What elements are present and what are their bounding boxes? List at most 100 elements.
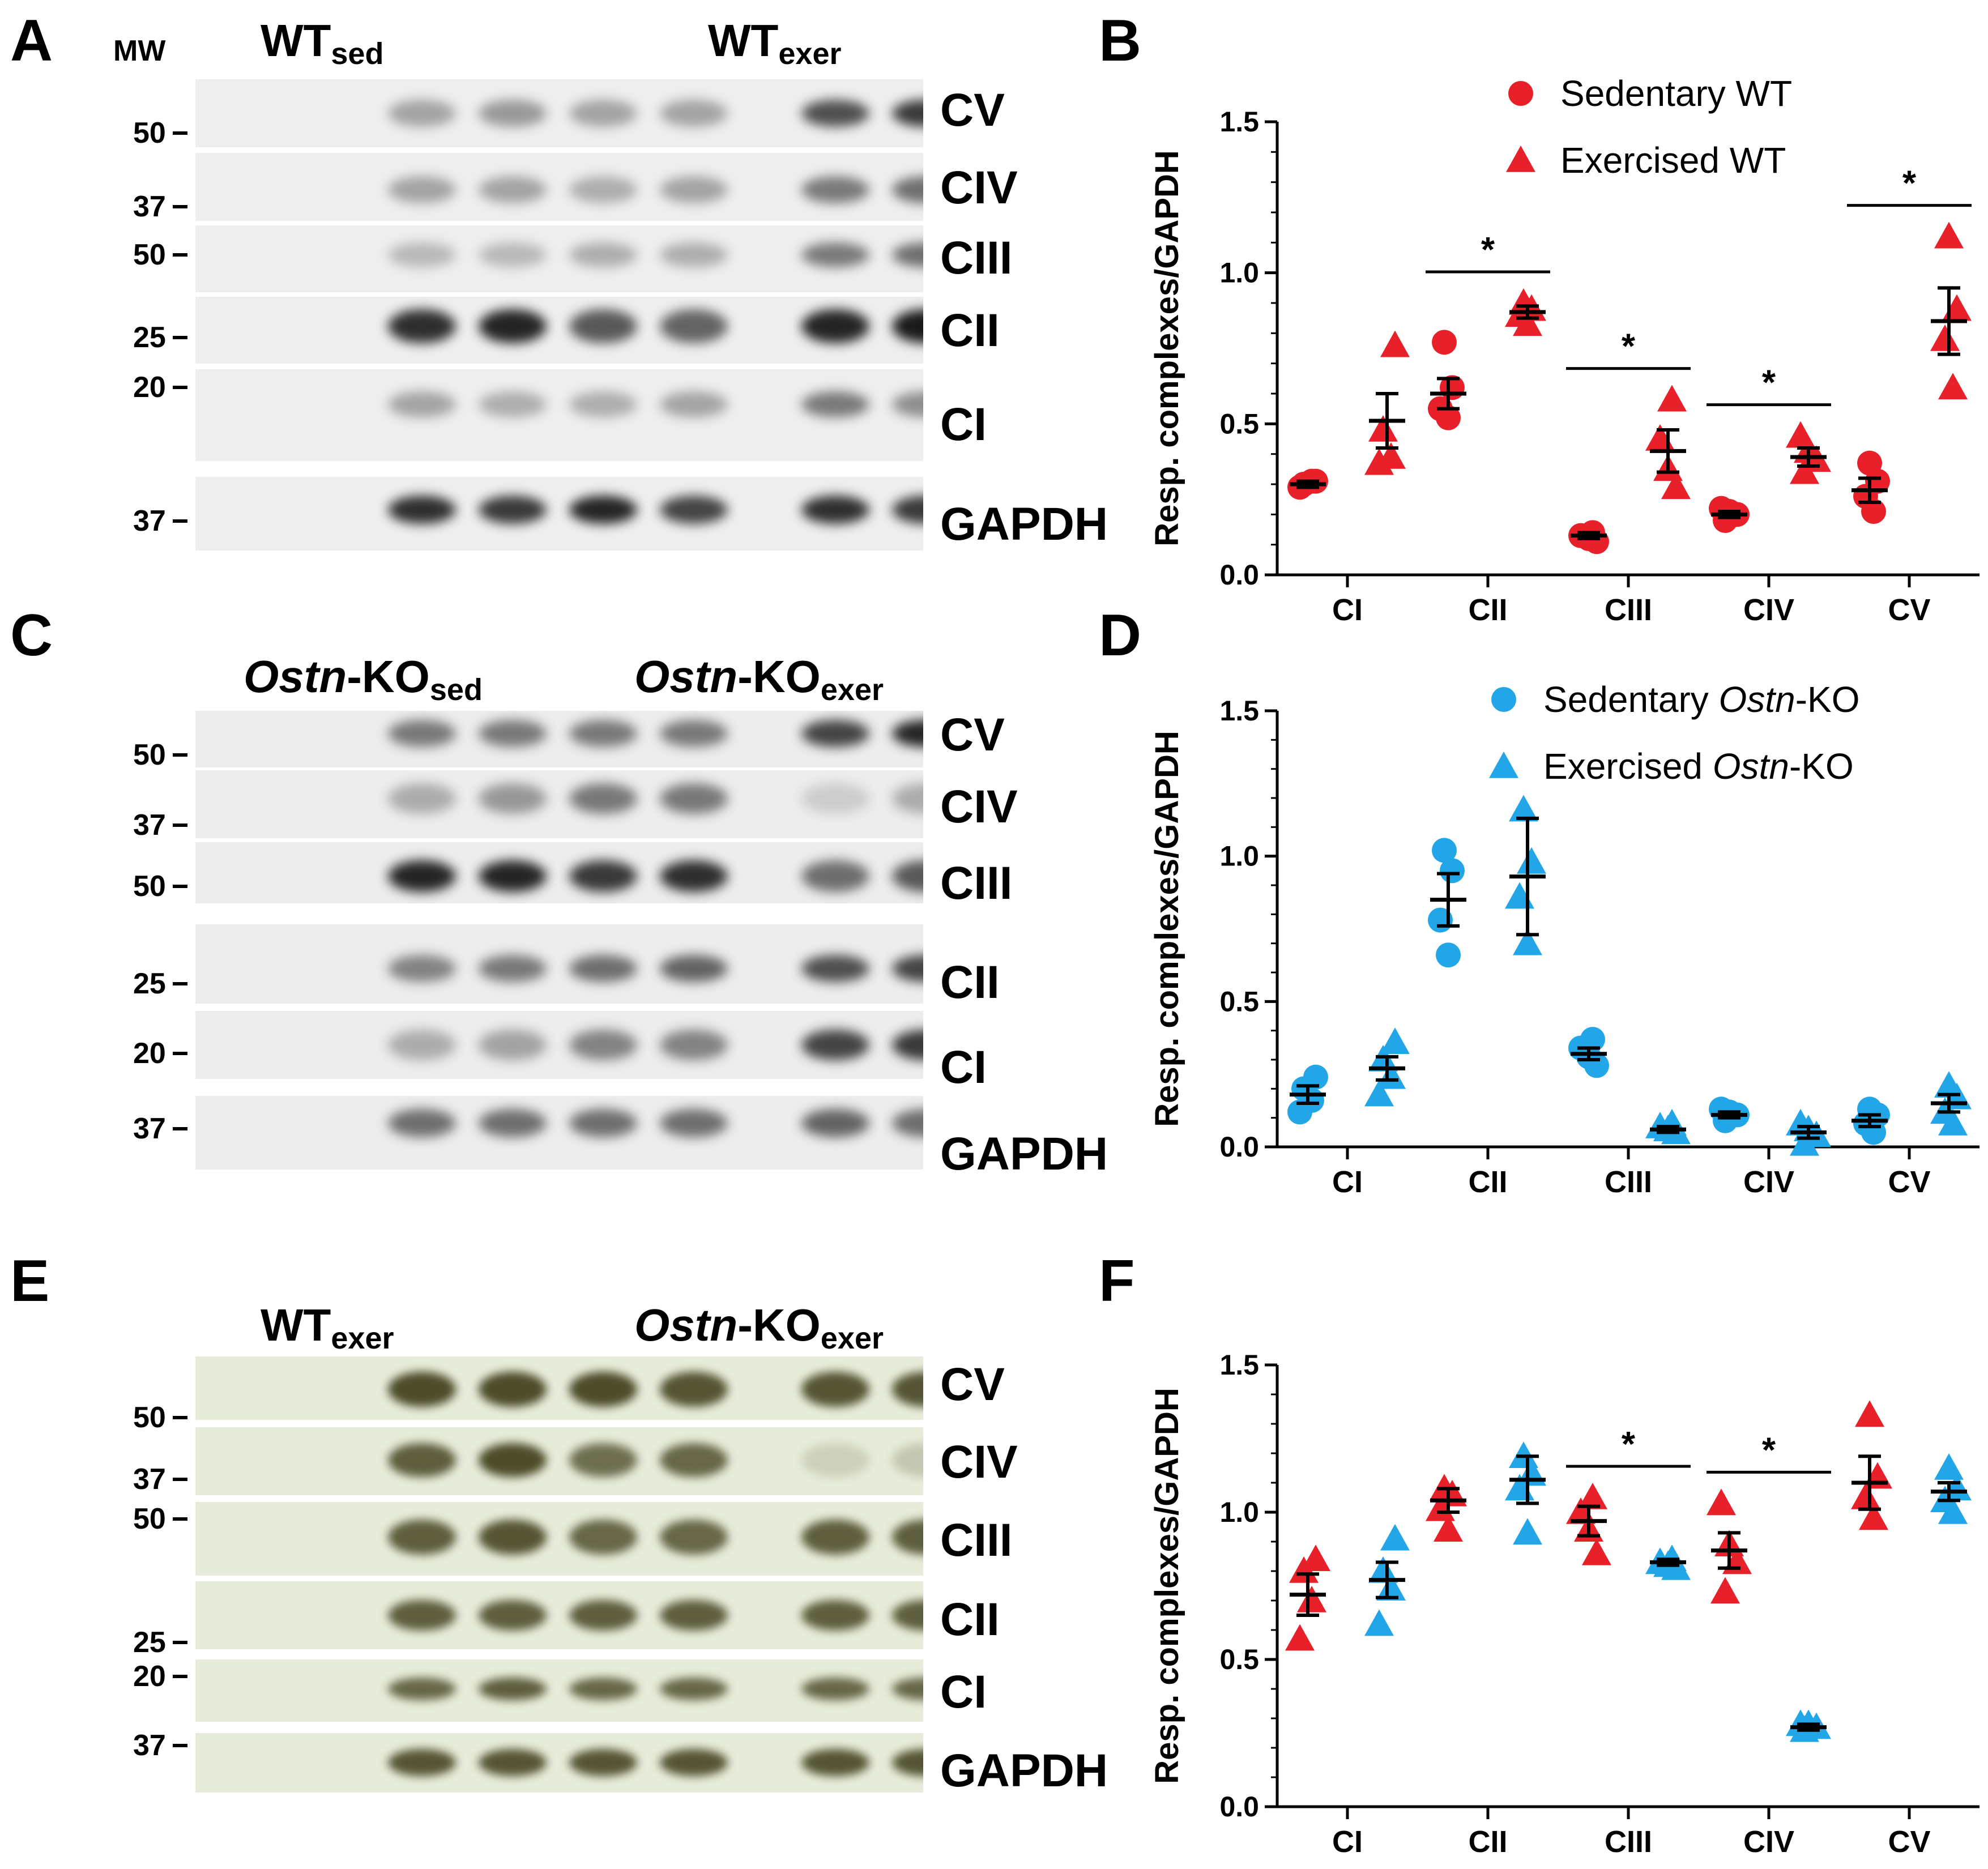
data-point-triangle [1707, 1488, 1736, 1516]
blot-band [660, 720, 728, 747]
blot-band [660, 860, 728, 892]
blot-band [479, 1678, 547, 1700]
blot-strip-cii [195, 1581, 923, 1649]
blot-band [660, 1372, 728, 1407]
mw-marker-label: 37 [133, 1463, 166, 1496]
blot-row-label-civ: CIV [940, 781, 1018, 833]
mw-header: MW [113, 35, 166, 67]
blot-row-label-gapdh: GAPDH [940, 1128, 1108, 1180]
data-point-triangle [1426, 1494, 1455, 1521]
data-point-triangle [1505, 882, 1534, 909]
blot-band [388, 1520, 456, 1555]
mw-marker-label: 37 [133, 505, 166, 537]
mw-marker-label: 37 [133, 1112, 166, 1145]
blot-strip-civ [195, 1427, 923, 1495]
scatter-chart-d: 0.0 0.5 1.0 1.5 CI CII CIII CIV CV Resp. complexe… [1149, 679, 1980, 1199]
data-point-circle [1436, 942, 1461, 968]
significance-star: * [1762, 364, 1776, 403]
data-point-triangle [1364, 1609, 1394, 1636]
blot-row-label-ci: CI [940, 1666, 987, 1718]
blot-band [801, 1749, 869, 1776]
blot-band [569, 1678, 637, 1700]
data-point-circle [1432, 838, 1457, 863]
group-label-wt-exer: WTexer [708, 15, 842, 71]
legend-marker-circle [1491, 687, 1516, 712]
x-tick-label: CIII [1605, 593, 1652, 627]
x-tick-label: CI [1332, 593, 1363, 627]
data-point-circle [1303, 1064, 1328, 1090]
group-label-ko-sed: Ostn-KOsed [244, 651, 483, 707]
blot-band [660, 391, 728, 417]
blot-row-label-ciii: CIII [940, 857, 1013, 909]
blot-band [388, 1749, 456, 1776]
blot-band [892, 1749, 923, 1776]
mw-marker-tick [173, 1675, 187, 1678]
x-tick-label: CV [1888, 593, 1930, 627]
blot-row-label-civ: CIV [940, 162, 1018, 214]
data-point-triangle [1509, 288, 1538, 315]
blot-band [892, 1678, 923, 1700]
data-point-triangle [1710, 1577, 1740, 1604]
mw-marker-tick [173, 1641, 187, 1644]
blot-strip-cv [195, 711, 923, 767]
y-tick-label: 1.5 [1219, 1349, 1259, 1381]
blot-band [801, 720, 869, 747]
blot-band [479, 100, 547, 127]
panel-letter-a: A [10, 8, 53, 74]
blot-band [479, 860, 547, 892]
x-tick-label: CIII [1605, 1825, 1652, 1859]
blot-band [479, 1443, 547, 1477]
blot-band [801, 1372, 869, 1407]
data-point-triangle [1297, 1586, 1326, 1612]
y-tick-label: 1.5 [1219, 106, 1259, 138]
mw-marker-tick [173, 753, 187, 757]
blot-band [569, 720, 637, 747]
blot-band [660, 1600, 728, 1631]
western-blot-e: WTexer Ostn-KOexer 50 CV 37 CIV 50 CIII 25 CII 2… [0, 1246, 1108, 1868]
blot-band [388, 100, 456, 127]
data-point-triangle [1859, 1503, 1888, 1530]
blot-band [801, 100, 869, 127]
legend-marker-triangle [1506, 146, 1535, 172]
data-point-triangle [1934, 1453, 1964, 1480]
blot-band [569, 860, 637, 892]
blot-band [892, 1030, 923, 1060]
western-blot-a: MW WTsed WTexer 50 CV 37 CIV 50 CIII 25 CII 20 CI… [0, 0, 1108, 566]
data-point-triangle [1513, 928, 1542, 955]
panel-letter-b: B [1099, 8, 1142, 74]
blot-band [569, 1030, 637, 1060]
data-point-triangle [1285, 1624, 1315, 1651]
significance-star: * [1622, 327, 1636, 366]
blot-band [801, 496, 869, 524]
blot-band [569, 1520, 637, 1555]
blot-band [479, 1600, 547, 1631]
blot-row-label-cv: CV [940, 709, 1005, 761]
mw-marker-tick [173, 1744, 187, 1747]
mw-marker-tick [173, 1478, 187, 1481]
blot-row-label-cii: CII [940, 1594, 1000, 1645]
blot-band [388, 1443, 456, 1477]
blot-band [569, 242, 637, 267]
blot-strip-ci [195, 369, 923, 461]
data-point-triangle [1661, 472, 1691, 500]
blot-band [660, 783, 728, 814]
data-point-triangle [1517, 847, 1546, 874]
blot-band [479, 242, 547, 267]
blot-row-label-ci: CI [940, 399, 987, 450]
blot-band [892, 496, 923, 524]
data-point-triangle [1380, 1524, 1410, 1551]
legend-label: Sedentary WT [1560, 73, 1792, 114]
data-point-triangle [1380, 330, 1410, 357]
blot-band [388, 242, 456, 267]
blot-band [479, 1749, 547, 1776]
data-point-circle [1580, 1027, 1605, 1052]
mw-marker-tick [173, 336, 187, 339]
x-tick-label: CI [1332, 1825, 1363, 1859]
blot-band [569, 1372, 637, 1407]
blot-row-label-ciii: CIII [940, 232, 1013, 284]
blot-strip-ciii [195, 225, 923, 292]
blot-band [660, 242, 728, 267]
blot-band [569, 176, 637, 203]
group-label-wt-exer-e: WTexer [261, 1300, 394, 1355]
y-axis-label: Resp. complexes/GAPDH [1149, 150, 1185, 546]
